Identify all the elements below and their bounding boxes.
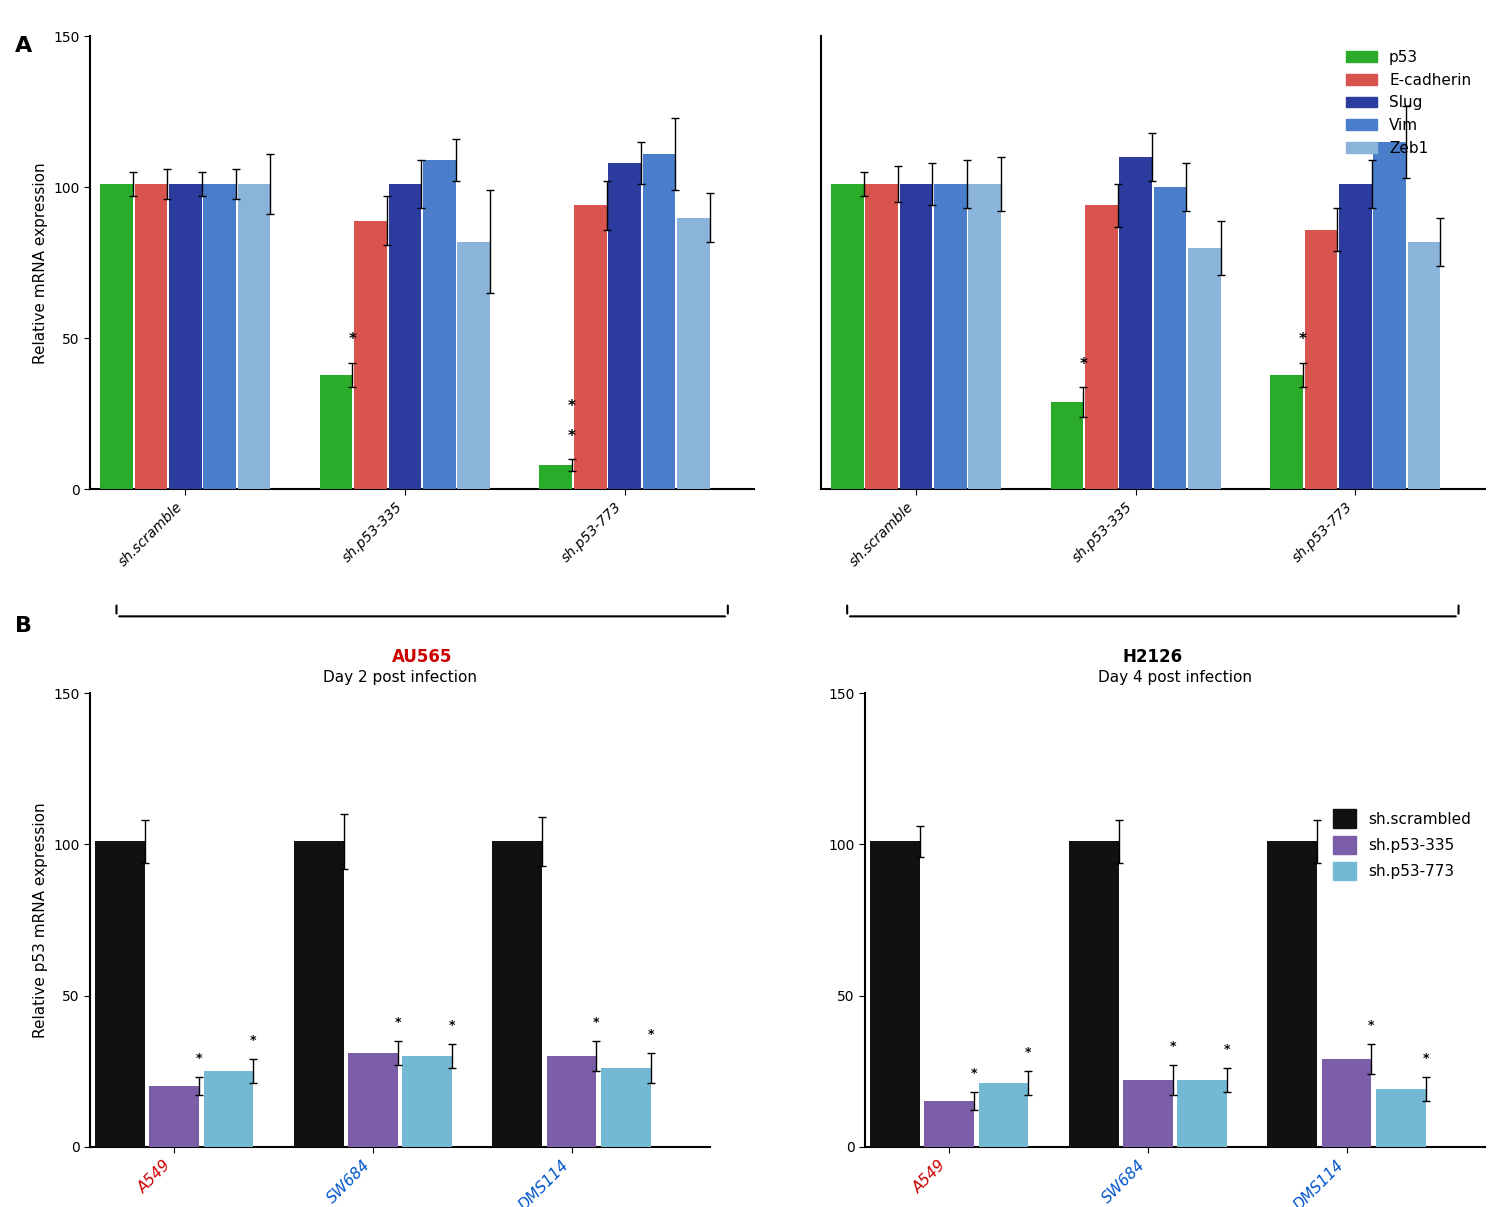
Text: AU565: AU565 [392, 648, 453, 666]
Bar [294, 841, 344, 1147]
Bar [388, 185, 422, 490]
Text: B: B [15, 616, 32, 636]
Bar [1322, 1059, 1371, 1147]
Title: Day 4 post infection: Day 4 post infection [1098, 670, 1252, 686]
Bar [642, 154, 675, 490]
Bar [458, 241, 490, 490]
Legend: sh.scrambled, sh.p53-335, sh.p53-773: sh.scrambled, sh.p53-335, sh.p53-773 [1328, 803, 1478, 887]
Text: *: * [1224, 1043, 1230, 1056]
Text: *: * [1024, 1046, 1032, 1059]
Bar [320, 374, 352, 490]
Bar [1070, 841, 1119, 1147]
Bar [934, 185, 966, 490]
Bar [602, 1068, 651, 1147]
Bar [978, 1083, 1029, 1147]
Bar [423, 161, 456, 490]
Bar [1376, 1089, 1425, 1147]
Bar [1374, 142, 1406, 490]
Bar [94, 841, 146, 1147]
Text: *: * [1422, 1053, 1430, 1065]
Bar [204, 1071, 254, 1147]
Bar [1178, 1080, 1227, 1147]
Y-axis label: Relative mRNA expression: Relative mRNA expression [33, 162, 48, 363]
Bar [609, 163, 640, 490]
Bar [1154, 187, 1186, 490]
Bar [402, 1056, 451, 1147]
Bar [170, 185, 201, 490]
Text: H2126: H2126 [1124, 648, 1184, 666]
Bar [1119, 157, 1152, 490]
Bar [1305, 229, 1338, 490]
Text: *: * [568, 398, 576, 414]
Title: Day 2 post infection: Day 2 post infection [322, 670, 477, 686]
Bar [1124, 1080, 1173, 1147]
Bar [1268, 841, 1317, 1147]
Bar [969, 185, 1000, 490]
Bar [574, 205, 606, 490]
Text: A: A [15, 36, 33, 57]
Bar [1188, 247, 1221, 490]
Legend: p53, E-cadherin, Slug, Vim, Zeb1: p53, E-cadherin, Slug, Vim, Zeb1 [1340, 43, 1478, 162]
Bar [135, 185, 166, 490]
Bar [237, 185, 270, 490]
Text: *: * [1170, 1040, 1176, 1053]
Bar [924, 1101, 974, 1147]
Bar [676, 217, 710, 490]
Bar [100, 185, 134, 490]
Bar [348, 1053, 398, 1147]
Text: *: * [648, 1028, 654, 1040]
Bar [1340, 185, 1371, 490]
Bar [1408, 241, 1440, 490]
Bar [540, 465, 572, 490]
Y-axis label: Relative p53 mRNA expression: Relative p53 mRNA expression [33, 803, 48, 1038]
Bar [900, 185, 933, 490]
Text: *: * [1078, 356, 1088, 372]
Bar [204, 185, 236, 490]
Text: *: * [1368, 1019, 1374, 1032]
Bar [354, 221, 387, 490]
Bar [870, 841, 919, 1147]
Bar [1084, 205, 1118, 490]
Text: *: * [394, 1016, 400, 1028]
Bar [1050, 402, 1083, 490]
Text: *: * [568, 430, 576, 444]
Text: *: * [348, 332, 357, 348]
Bar [150, 1086, 200, 1147]
Text: *: * [970, 1067, 978, 1080]
Text: *: * [448, 1019, 456, 1032]
Text: *: * [592, 1016, 600, 1028]
Bar [1270, 374, 1304, 490]
Bar [865, 185, 898, 490]
Bar [831, 185, 864, 490]
Text: *: * [1299, 332, 1306, 348]
Text: *: * [196, 1053, 202, 1065]
Text: *: * [251, 1034, 257, 1046]
Bar [546, 1056, 597, 1147]
Bar [492, 841, 543, 1147]
